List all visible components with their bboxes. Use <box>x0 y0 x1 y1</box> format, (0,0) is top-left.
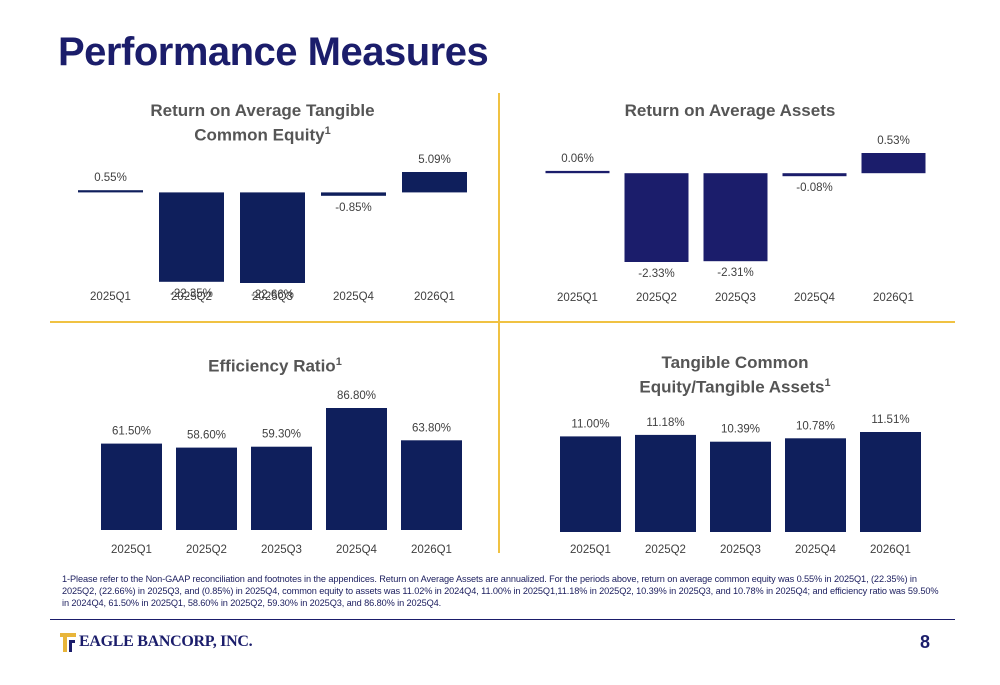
horizontal-divider <box>50 321 955 323</box>
data-label: -22.66% <box>251 289 294 301</box>
chart-roaa: Return on Average Assets 0.06% 2025Q1 -2.3… <box>530 100 930 310</box>
chart-title-tce: Tangible Common Equity/Tangible Assets1 <box>535 352 935 398</box>
chart-svg-efficiency: 61.50% 2025Q1 58.60% 2025Q2 59.30% 2025Q3 86.8… <box>101 390 462 556</box>
company-logo: EAGLE BANCORP, INC. <box>58 629 253 655</box>
chart-svg-roaa: 0.06% 2025Q1 -2.33% 2025Q2 -2.31% 2025Q3 -0.08… <box>545 135 926 304</box>
bar-2025Q4 <box>782 173 847 177</box>
chart-svg-rotce: 0.55% 2025Q1 -22.35%2025Q2 -22.66%2025Q3 -0.… <box>78 154 467 303</box>
data-label: 86.80% <box>337 390 376 402</box>
x-tick-label: 2025Q3 <box>261 544 302 556</box>
data-label: 10.78% <box>796 420 835 432</box>
x-tick-label: 2025Q3 <box>715 292 756 304</box>
chart-rotce: Return on Average Tangible Common Equity1… <box>60 100 467 310</box>
bar-2025Q1 <box>560 436 621 532</box>
page-title: Performance Measures <box>58 30 489 74</box>
x-tick-label: 2025Q2 <box>645 544 686 556</box>
x-tick-label: 2026Q1 <box>411 544 452 556</box>
chart-title-line: Return on Average Tangible <box>150 101 375 120</box>
chart-title-line: Equity/Tangible Assets <box>639 377 825 397</box>
x-tick-label: 2025Q1 <box>557 292 598 304</box>
bar-2026Q1 <box>402 172 467 193</box>
x-tick-label: 2025Q4 <box>794 292 836 304</box>
data-label: -22.35% <box>170 288 213 300</box>
data-label: 58.60% <box>187 430 226 442</box>
chart-title-line: Efficiency Ratio <box>208 356 336 376</box>
bar-2025Q2 <box>635 434 696 532</box>
bar-2025Q2 <box>159 192 224 282</box>
vertical-divider <box>498 93 500 553</box>
footnote-marker: 1 <box>824 377 831 389</box>
bar-2026Q1 <box>861 153 926 174</box>
data-label: 11.51% <box>871 414 909 426</box>
data-label: -2.31% <box>717 267 753 279</box>
x-tick-label: 2025Q4 <box>795 544 837 556</box>
bar-2026Q1 <box>401 440 462 530</box>
data-label: 59.30% <box>262 429 301 441</box>
x-tick-label: 2025Q1 <box>90 291 131 303</box>
data-label: 0.06% <box>561 153 594 165</box>
bar-2025Q1 <box>101 443 162 530</box>
chart-title-rotce: Return on Average Tangible Common Equity1 <box>60 100 465 146</box>
data-label: 61.50% <box>112 426 151 438</box>
data-label: 11.18% <box>646 417 684 429</box>
x-tick-label: 2026Q1 <box>414 291 455 303</box>
chart-title-roaa: Return on Average Assets <box>530 100 930 121</box>
chart-tce: Tangible Common Equity/Tangible Assets1 1… <box>535 352 935 562</box>
data-label: -2.33% <box>638 268 674 280</box>
data-label: 63.80% <box>412 422 451 434</box>
x-tick-label: 2025Q2 <box>186 544 227 556</box>
x-tick-label: 2025Q4 <box>333 291 375 303</box>
bar-2025Q3 <box>240 192 305 283</box>
chart-title-line: Tangible Common <box>661 353 809 372</box>
data-label: -0.08% <box>796 182 832 194</box>
data-label: 10.39% <box>721 424 760 436</box>
x-tick-label: 2025Q1 <box>570 544 611 556</box>
bar-2025Q3 <box>251 446 312 530</box>
chart-title-line: Return on Average Assets <box>624 101 836 120</box>
data-label: 11.00% <box>571 418 609 430</box>
bar-2025Q4 <box>321 192 386 196</box>
bar-2025Q4 <box>326 408 387 530</box>
bar-2025Q2 <box>176 447 237 530</box>
x-tick-label: 2025Q4 <box>336 544 378 556</box>
bar-2025Q2 <box>624 173 689 262</box>
x-tick-label: 2026Q1 <box>873 292 914 304</box>
data-label: 0.53% <box>877 135 910 147</box>
page-number: 8 <box>920 632 931 652</box>
chart-title-efficiency: Efficiency Ratio1 <box>80 352 470 377</box>
x-tick-label: 2025Q2 <box>171 291 212 303</box>
bar-2025Q3 <box>703 173 768 262</box>
bar-2026Q1 <box>860 432 921 532</box>
x-tick-label: 2026Q1 <box>870 544 911 556</box>
bar-2025Q4 <box>785 438 846 532</box>
eagle-logo-icon <box>60 633 76 652</box>
chart-efficiency: Efficiency Ratio1 61.50% 2025Q1 58.60% 2025… <box>80 352 470 562</box>
footnote: 1-Please refer to the Non-GAAP reconcili… <box>62 574 939 609</box>
x-tick-label: 2025Q1 <box>111 544 152 556</box>
bar-2025Q1 <box>545 170 610 174</box>
bar-2025Q3 <box>710 441 771 532</box>
data-label: 0.55% <box>94 172 127 184</box>
x-tick-label: 2025Q2 <box>636 292 677 304</box>
data-label: -0.85% <box>335 202 371 214</box>
chart-title-line: Common Equity <box>194 125 325 145</box>
footer-rule <box>50 619 955 620</box>
data-label: 5.09% <box>418 154 451 166</box>
x-tick-label: 2025Q3 <box>252 291 293 303</box>
footnote-marker: 1 <box>324 125 331 137</box>
x-tick-label: 2025Q3 <box>720 544 761 556</box>
chart-svg-tce: 11.00% 2025Q1 11.18% 2025Q2 10.39% 2025Q3 10.7… <box>560 414 921 556</box>
logo-text: EAGLE BANCORP, INC. <box>79 633 253 650</box>
footnote-marker: 1 <box>335 356 342 368</box>
bar-2025Q1 <box>78 190 143 193</box>
